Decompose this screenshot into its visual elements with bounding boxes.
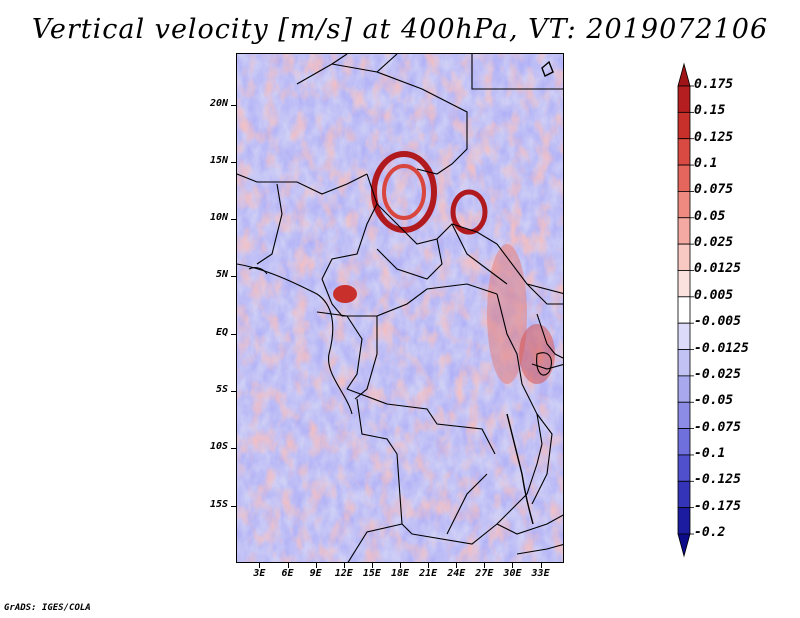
colorbar-label: 0.175 — [694, 77, 734, 92]
lon-label-18e: 18E — [390, 568, 410, 579]
lon-label-12e: 12E — [334, 568, 353, 579]
lon-tick — [287, 563, 289, 568]
colorbar-swatch — [677, 111, 691, 140]
lon-label-9e: 9E — [309, 568, 322, 579]
lat-label-10n: 10N — [209, 212, 228, 224]
colorbar-label: -0.075 — [694, 419, 741, 435]
colorbar-label: 0.075 — [694, 182, 734, 198]
colorbar-label: 0.15 — [694, 103, 726, 119]
lon-tick — [540, 563, 542, 568]
lat-label-eq: EQ — [215, 326, 228, 338]
lon-tick — [315, 563, 317, 568]
colorbar-swatch — [677, 428, 691, 456]
colorbar-swatch — [677, 138, 691, 166]
lon-label-15e: 15E — [362, 568, 381, 579]
colorbar-label: 0.1 — [694, 156, 718, 172]
colorbar-swatch — [677, 217, 691, 245]
colorbar-swatch — [677, 533, 691, 558]
lat-label-5s: 5S — [215, 384, 228, 396]
lat-tick — [231, 448, 236, 450]
country-borders — [237, 54, 563, 562]
lon-label-3e: 3E — [253, 568, 266, 579]
colorbar-swatch — [677, 507, 691, 535]
colorbar — [677, 62, 694, 558]
colorbar-label: -0.125 — [694, 472, 741, 488]
lat-tick — [231, 333, 236, 335]
map-title: Vertical velocity [m/s] at 400hPa, VT: 2… — [31, 14, 769, 45]
lon-label-33e: 33E — [531, 568, 550, 579]
colorbar-label: 0.125 — [694, 129, 734, 145]
colorbar-swatch — [677, 270, 691, 298]
lon-tick — [259, 563, 261, 568]
lon-label-21e: 21E — [419, 568, 438, 579]
lon-tick — [343, 563, 345, 568]
lat-tick — [231, 276, 236, 278]
colorbar-label: 0.005 — [694, 287, 734, 303]
colorbar-swatch — [677, 296, 691, 324]
lat-label-10s: 10S — [209, 441, 228, 453]
lat-label-5n: 5N — [215, 269, 228, 281]
colorbar-swatch — [677, 191, 691, 219]
lon-label-24e: 24E — [447, 568, 466, 579]
colorbar-label: -0.1 — [694, 445, 726, 461]
lon-label-27e: 27E — [475, 568, 494, 579]
colorbar-label: -0.05 — [694, 393, 734, 409]
colorbar-swatch — [677, 62, 691, 87]
lon-tick — [512, 563, 514, 568]
lon-tick — [371, 563, 373, 568]
velocity-field — [237, 54, 563, 562]
colorbar-swatch — [677, 454, 691, 482]
lon-tick — [484, 563, 486, 568]
colorbar-swatch — [677, 164, 691, 192]
colorbar-label: 0.025 — [694, 235, 734, 251]
lon-tick — [400, 563, 401, 568]
colorbar-label: -0.025 — [694, 366, 741, 382]
colorbar-swatch — [677, 243, 691, 271]
colorbar-label: 0.05 — [694, 208, 726, 224]
lat-label-20n: 20N — [209, 97, 228, 109]
lat-label-15s: 15S — [209, 498, 228, 510]
colorbar-swatch — [677, 322, 691, 350]
colorbar-label: -0.2 — [694, 525, 726, 540]
colorbar-swatch — [677, 85, 691, 113]
lon-label-6e: 6E — [281, 568, 294, 579]
colorbar-label: -0.005 — [694, 314, 741, 330]
lon-tick — [428, 563, 430, 568]
lat-tick — [231, 161, 236, 163]
colorbar-swatch — [677, 375, 691, 403]
map-panel — [236, 53, 564, 563]
colorbar-swatch — [677, 480, 691, 509]
lon-tick — [456, 563, 458, 568]
lat-tick — [231, 505, 236, 507]
grads-credit: GrADS: IGES/COLA — [4, 603, 91, 613]
lat-tick — [231, 391, 236, 393]
lat-label-15n: 15N — [209, 154, 228, 166]
colorbar-swatch — [677, 349, 691, 377]
lat-tick — [231, 219, 236, 221]
colorbar-swatch — [677, 401, 691, 429]
lon-label-30e: 30E — [503, 568, 522, 579]
lat-tick — [231, 104, 236, 106]
colorbar-label: 0.0125 — [694, 261, 741, 277]
colorbar-label: -0.175 — [694, 498, 741, 514]
colorbar-label: -0.0125 — [694, 340, 749, 356]
